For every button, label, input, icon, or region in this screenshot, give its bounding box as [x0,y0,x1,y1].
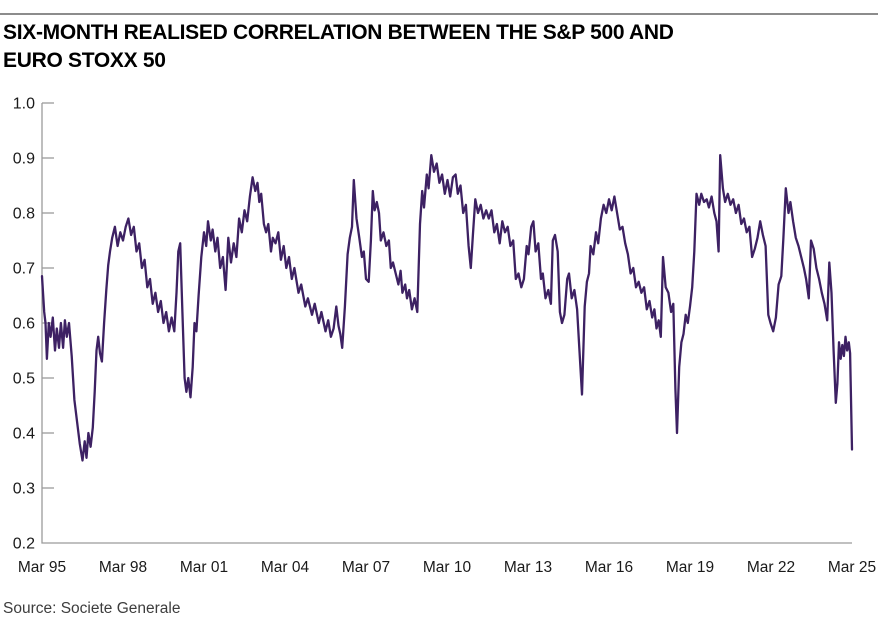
y-tick-label: 0.2 [13,536,35,553]
y-tick-label: 0.8 [13,206,35,223]
x-tick-label: Mar 98 [99,559,147,576]
chart-title-line1: SIX-MONTH REALISED CORRELATION BETWEEN T… [3,21,674,44]
x-tick-label: Mar 01 [180,559,228,576]
x-tick-label: Mar 04 [261,559,310,576]
top-rule [0,13,878,15]
source-text: Source: Societe Generale [3,600,181,617]
y-tick-label: 0.5 [13,371,35,388]
source-label: Source: Societe Generale [3,600,181,618]
x-tick-label: Mar 95 [18,559,66,576]
y-tick-label: 0.7 [13,261,35,278]
x-tick-label: Mar 22 [747,559,795,576]
y-tick-label: 0.9 [13,151,35,168]
x-tick-label: Mar 13 [504,559,552,576]
chart-title: SIX-MONTH REALISED CORRELATION BETWEEN T… [3,19,823,75]
x-tick-label: Mar 16 [585,559,633,576]
x-tick-label: Mar 10 [423,559,472,576]
axis-lines [41,103,852,544]
chart-title-line2: EURO STOXX 50 [3,49,166,72]
y-tick-label: 0.4 [13,426,35,443]
y-tick-label: 0.6 [13,316,35,333]
y-tick-label: 0.3 [13,481,35,498]
x-tick-label: Mar 19 [666,559,714,576]
x-tick-label: Mar 25 [828,559,876,576]
correlation-series-line [40,154,854,462]
x-tick-label: Mar 07 [342,559,390,576]
y-tick-label: 1.0 [13,96,35,113]
